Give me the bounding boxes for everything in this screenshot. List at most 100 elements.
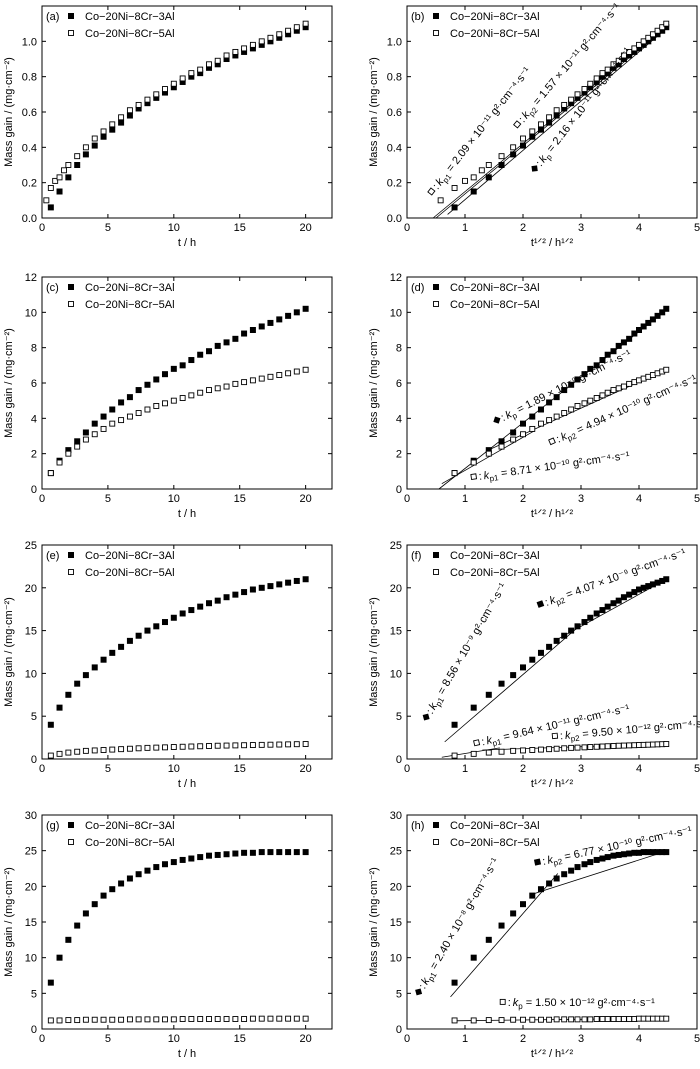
data-point (645, 583, 652, 590)
data-point (574, 1016, 581, 1023)
data-point (52, 177, 59, 184)
data-point (498, 1017, 505, 1024)
data-point (654, 579, 661, 586)
y-tick-label: 6 (396, 378, 402, 390)
data-point (498, 153, 505, 160)
data-point (293, 27, 300, 34)
legend-marker (433, 284, 439, 290)
data-point (214, 851, 221, 858)
data-point (144, 867, 151, 874)
data-point (302, 366, 309, 373)
data-point (118, 119, 125, 126)
data-point (626, 335, 633, 342)
data-point (553, 394, 560, 401)
data-point (587, 80, 594, 87)
data-point (276, 581, 283, 588)
data-point (581, 86, 588, 92)
x-tick-label: 5 (694, 763, 700, 775)
data-point (144, 1016, 151, 1023)
data-point (302, 20, 309, 27)
data-point (649, 581, 656, 588)
data-point (153, 376, 160, 383)
data-point (485, 174, 492, 181)
data-point (561, 105, 568, 112)
annotation-colon: : (430, 182, 441, 192)
x-tick-label: 3 (578, 1033, 584, 1045)
data-point (626, 1016, 633, 1022)
data-point (47, 470, 54, 477)
data-point (153, 623, 160, 630)
data-point (232, 850, 239, 857)
data-point (593, 362, 600, 369)
data-point (153, 94, 160, 101)
y-tick-label: 0.8 (22, 72, 37, 84)
data-point (82, 747, 89, 754)
data-point (581, 1016, 588, 1023)
data-point (249, 849, 256, 856)
data-point (109, 420, 116, 427)
data-point (162, 1016, 168, 1023)
chart-panel-g: 0 5 10 15 20 0 5 10 15 20 25 30 t / h Mass gain / (mg… (3, 810, 333, 1060)
data-point (561, 1016, 568, 1023)
data-point (553, 637, 560, 644)
data-point (631, 330, 638, 337)
data-point (100, 128, 107, 135)
data-point (153, 1016, 160, 1023)
data-point (206, 852, 213, 859)
data-point (581, 89, 588, 96)
data-point (574, 94, 581, 101)
y-axis-title: Mass gain / (mg·cm⁻²) (368, 867, 380, 977)
fit-annotation: :kp1 = 2.40 × 10⁻⁸ g²·cm⁻⁴·s⁻¹ (415, 856, 502, 996)
legend-marker (68, 822, 74, 828)
data-point (620, 383, 627, 390)
data-point (179, 610, 186, 617)
data-point (604, 743, 611, 750)
data-point (100, 656, 107, 663)
y-tick-label: 0.0 (387, 213, 402, 225)
annotation-colon: : (499, 412, 507, 424)
data-point (135, 410, 142, 416)
data-point (267, 1015, 274, 1022)
data-point (620, 594, 627, 601)
data-point (206, 64, 213, 71)
annotation-colon: : (534, 159, 545, 169)
data-point (610, 64, 617, 71)
x-tick-label: 1 (462, 763, 468, 775)
data-point (214, 57, 221, 64)
annotation-text: kp = 1.50 × 10⁻¹² g²·cm⁻⁴·s⁻¹ (513, 997, 655, 1011)
data-point (510, 436, 517, 443)
data-point (510, 151, 517, 158)
data-point (118, 643, 125, 650)
chart-panel-c: 0 5 10 15 20 0 2 4 6 8 10 12 t / h Mass gain / (mg·cm… (3, 272, 333, 520)
data-point (91, 142, 98, 149)
y-tick-label: 0.0 (22, 213, 37, 225)
annotation-colon: : (555, 433, 563, 445)
data-point (56, 174, 63, 181)
x-tick-label: 5 (105, 1033, 111, 1045)
y-tick-label: 10 (390, 307, 402, 319)
y-tick-label: 0 (31, 484, 37, 496)
data-point (293, 577, 300, 584)
data-point (553, 107, 560, 114)
data-point (153, 744, 160, 751)
data-point (451, 204, 458, 211)
x-tick-label: 4 (636, 763, 642, 775)
data-point (546, 746, 553, 753)
data-point (91, 135, 98, 142)
x-axis-title: t / h (178, 778, 196, 790)
data-point (581, 400, 588, 407)
data-point (74, 748, 81, 755)
y-tick-label: 10 (25, 953, 37, 965)
data-point (498, 748, 505, 755)
panel-label: (f) (411, 550, 421, 562)
data-point (82, 144, 89, 151)
x-tick-label: 1 (462, 493, 468, 505)
fit-line (534, 850, 669, 894)
data-point (574, 744, 581, 751)
data-point (631, 849, 638, 856)
data-point (249, 45, 256, 52)
data-point (232, 335, 239, 342)
data-point (144, 627, 151, 634)
data-point (636, 849, 642, 856)
data-point (118, 880, 125, 887)
